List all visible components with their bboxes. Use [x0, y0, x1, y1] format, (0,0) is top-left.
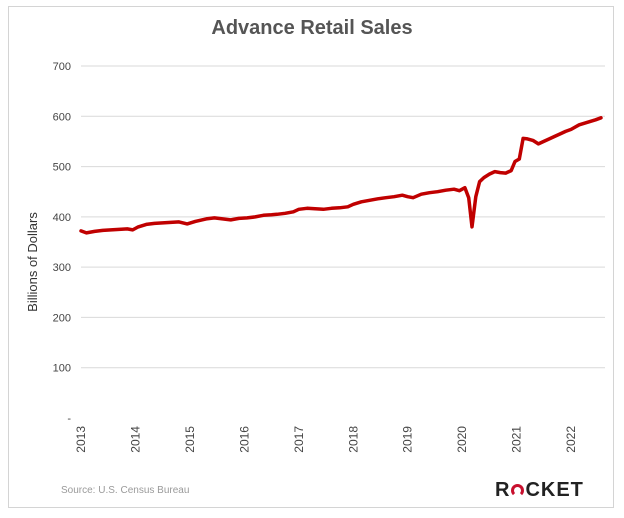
x-tick-label: 2017	[292, 426, 306, 453]
x-tick-label: 2019	[401, 426, 415, 453]
y-tick-label: 600	[53, 111, 71, 123]
chart-frame: Advance Retail Sales - 100 200 300 400 500 600…	[8, 6, 614, 508]
rocket-logo: R CKET	[495, 479, 584, 502]
y-tick-label: 500	[53, 162, 71, 174]
series-line	[79, 116, 603, 235]
y-tick-label: -	[67, 413, 71, 425]
logo-text-end: CKET	[525, 479, 584, 501]
x-tick-label: 2021	[510, 426, 524, 453]
x-tick-label: 2020	[455, 426, 469, 453]
chart-title: Advance Retail Sales	[211, 17, 413, 39]
x-tick-label: 2018	[346, 426, 360, 453]
line-chart: - 100 200 300 400 500 600 700 2013 2014 2015 2016 20…	[25, 61, 605, 453]
x-tick-label: 2015	[183, 426, 197, 453]
y-tick-label: 400	[53, 212, 71, 224]
y-axis-label: Billions of Dollars	[25, 212, 40, 312]
y-tick-label: 100	[53, 363, 71, 375]
x-tick-label: 2022	[564, 426, 578, 453]
y-tick-label: 700	[53, 61, 71, 73]
source-note: Source: U.S. Census Bureau	[61, 485, 190, 496]
logo-o-icon	[511, 484, 525, 497]
y-tick-label: 300	[53, 262, 71, 274]
x-tick-label: 2016	[237, 426, 251, 453]
y-tick-label: 200	[53, 312, 71, 324]
x-tick-label: 2013	[74, 426, 88, 453]
x-tick-label: 2014	[128, 426, 142, 453]
logo-text-start: R	[495, 479, 511, 501]
